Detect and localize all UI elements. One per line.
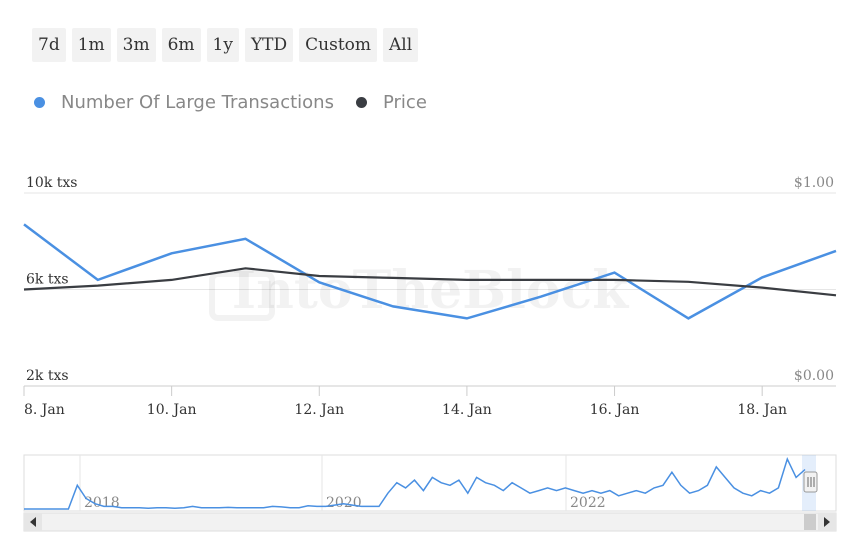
legend-item-large-transactions[interactable]: Number Of Large Transactions (34, 92, 334, 113)
y-axis-right-tick-label: $1.00 (794, 175, 834, 191)
legend-label: Price (382, 92, 427, 113)
series-line-price (23, 267, 837, 297)
x-axis-tick-label: 14. Jan (442, 402, 492, 418)
x-axis-tick-label: 10. Jan (147, 402, 197, 418)
navigator-year-label: 2022 (570, 495, 606, 511)
range-button-6m[interactable]: 6m (161, 28, 201, 62)
y-axis-left-tick-label: 10k txs (26, 175, 77, 191)
range-button-ytd[interactable]: YTD (244, 28, 294, 62)
range-button-7d[interactable]: 7d (32, 28, 66, 62)
range-button-3m[interactable]: 3m (116, 28, 156, 62)
y-axis-right-tick-label: $0.00 (794, 368, 834, 384)
x-axis-tick-label: 8. Jan (24, 402, 65, 418)
range-button-1m[interactable]: 1m (71, 28, 111, 62)
series-line-large-transactions (23, 223, 837, 320)
scrollbar-thumb[interactable] (804, 514, 816, 530)
arrow-left-icon (30, 517, 36, 527)
navigator-series-line (24, 456, 806, 510)
chart-legend: Number Of Large Transactions Price (34, 92, 449, 113)
x-axis-tick-label: 18. Jan (737, 402, 787, 418)
x-axis-tick-label: 16. Jan (590, 402, 640, 418)
range-button-1y[interactable]: 1y (206, 28, 239, 62)
arrow-right-icon (824, 517, 830, 527)
legend-dot-icon (34, 97, 45, 108)
legend-item-price[interactable]: Price (355, 92, 427, 113)
x-axis-tick-label: 12. Jan (294, 402, 344, 418)
scrollbar-track[interactable] (23, 512, 837, 532)
navigator-frame (23, 454, 837, 512)
time-range-selector: 7d 1m 3m 6m 1y YTD Custom All (32, 28, 419, 62)
watermark-logo-icon (209, 271, 275, 321)
range-button-all[interactable]: All (383, 28, 419, 62)
legend-label: Number Of Large Transactions (61, 92, 334, 113)
range-button-custom[interactable]: Custom (299, 28, 378, 62)
y-axis-left-tick-label: 6k txs (26, 272, 69, 288)
navigator-year-label: 2018 (84, 495, 120, 511)
legend-dot-icon (355, 97, 367, 108)
y-axis-left-tick-label: 2k txs (26, 368, 69, 384)
